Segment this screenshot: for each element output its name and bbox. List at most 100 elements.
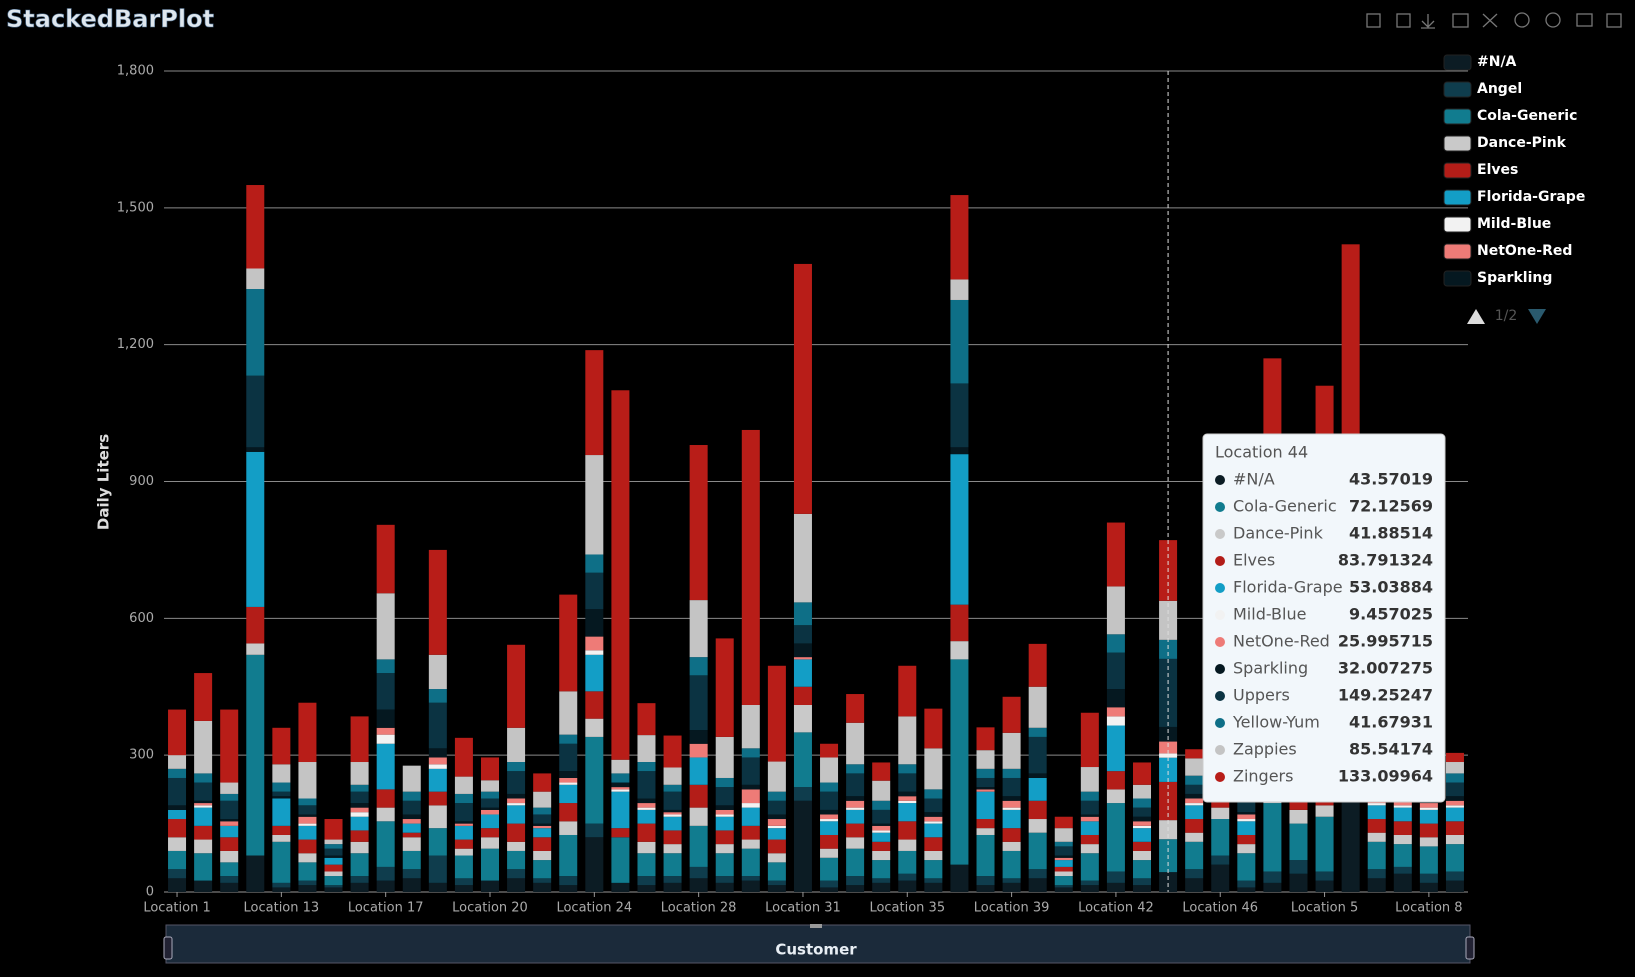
bar-segment [1080,791,1099,801]
data-zoom[interactable] [163,924,1475,964]
legend-swatch [1443,243,1472,260]
bar-segment [1185,749,1204,759]
bar-segment [559,771,578,778]
bar-segment [402,837,421,851]
y-tick-label: 600 [129,611,154,626]
bar-segment [350,830,369,842]
bar-segment [1080,712,1099,768]
bar-segment [507,727,526,763]
bar-segment [350,784,369,792]
bar-segment [1054,871,1073,877]
bar-segment [507,771,526,794]
bar-segment [820,834,839,849]
bar-segment [976,834,995,877]
bar-segment [376,659,395,674]
bar-segment [559,691,578,735]
bar-segment [324,857,343,865]
bar-segment [741,880,760,892]
bar-segment [741,848,760,877]
bar-segment [1211,864,1230,892]
bar-segment [559,803,578,822]
bar-segment [194,800,213,804]
bar-segment [767,665,786,762]
bar-segment [1445,880,1464,892]
bar-segment [1419,823,1438,838]
bar-segment [1080,821,1099,835]
tooltip-value: 133.09964 [1338,767,1433,786]
x-tick-label: Location 24 [556,901,632,916]
bar-segment [793,643,812,658]
bar-segment [1106,771,1125,790]
tooltip-name: Uppers [1233,686,1290,705]
bar-segment [1106,652,1125,690]
bar-segment [1080,885,1099,892]
tooltip-dot [1215,529,1225,539]
bar-segment [559,594,578,692]
bar-segment [324,887,343,892]
bar-segment [1080,816,1099,822]
bar-segment [820,814,839,820]
bar-segment [220,882,239,892]
bar-segment [324,819,343,840]
bar-segment [872,780,891,801]
bar-segment [950,279,969,300]
bar-segment [194,825,213,840]
bar-segment [1054,816,1073,829]
tooltip-value: 25.995715 [1338,632,1433,651]
bar-segment [1315,880,1334,892]
bar-segment [1237,844,1256,854]
bar-segment [820,809,839,815]
legend-label: Mild-Blue [1477,216,1551,232]
bar-segment [924,878,943,883]
bar-segment [1263,871,1282,883]
tooltip-dot [1215,583,1225,593]
bar-segment [1237,821,1256,835]
bar-segment [428,805,447,829]
bar-segment [350,841,369,854]
bar-segment [1028,869,1047,879]
bar-segment [898,873,917,881]
tooltip-value: 41.88514 [1349,524,1433,543]
bar-segment [533,850,552,861]
bar-segment [1054,846,1073,856]
bar-segment [1028,878,1047,892]
bar-segment [194,773,213,783]
bar-segment [898,716,917,765]
bar-segment [376,807,395,822]
legend-label: Florida-Grape [1477,189,1585,205]
bar-segment [898,880,917,892]
bar-segment [715,844,734,854]
tooltip-dot [1215,745,1225,755]
bar-segment [741,748,760,758]
bar-segment [637,798,656,804]
bar-segment [1002,807,1021,810]
bar-segment [924,789,943,799]
bar-segment [454,855,473,879]
bar-segment [767,791,786,801]
bar-segment [637,809,656,824]
bar-segment [1393,821,1412,835]
bar-segment [872,882,891,892]
bar-segment [272,796,291,799]
bar-segment [1289,860,1308,874]
bar-segment [689,866,708,879]
bar-segment [350,853,369,877]
bar-segment [1315,871,1334,881]
bar-segment [715,830,734,845]
bar-segment [767,819,786,826]
bar-segment [1054,860,1073,867]
bar-segment [1028,819,1047,833]
tooltip-value: 32.007275 [1338,659,1433,678]
bar-segment [324,871,343,877]
bar-segment [220,819,239,822]
toolbox[interactable] [1366,12,1622,29]
bar-segment [220,709,239,783]
bar-segment [976,777,995,788]
bar-segment [793,686,812,705]
legend-pager[interactable] [1467,309,1546,324]
bar-segment [168,878,187,892]
bar-segment [637,735,656,763]
bar-segment [872,800,891,810]
bar-segment [298,805,317,815]
bar-segment [507,850,526,870]
